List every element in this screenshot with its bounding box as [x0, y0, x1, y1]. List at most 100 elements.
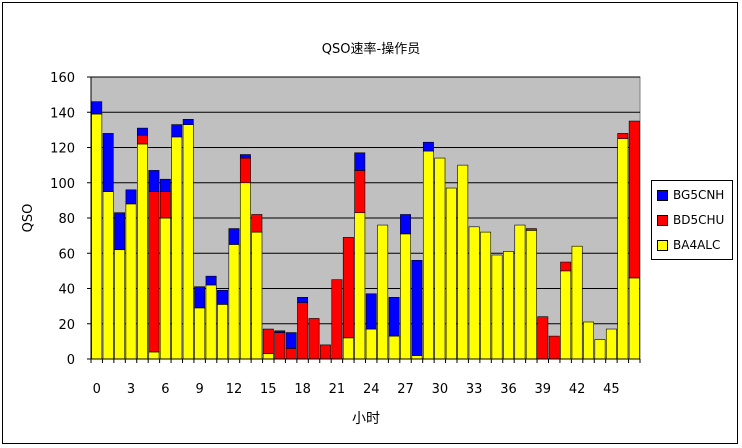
bar-segment [434, 157, 446, 360]
x-tick-label: 18 [294, 382, 311, 397]
bar-segment [228, 228, 240, 245]
bar-segment [137, 127, 148, 136]
bar-segment [308, 318, 320, 360]
x-tick-label: 39 [535, 382, 552, 397]
bar-segment [422, 150, 434, 360]
bar-segment [274, 330, 286, 333]
bar-segment [480, 231, 492, 360]
legend-swatch-ba4alc [657, 239, 668, 251]
bar-segment [159, 191, 171, 219]
bar-segment [217, 304, 228, 360]
x-tick-label: 30 [432, 382, 449, 397]
bars [91, 101, 640, 360]
bar-segment [354, 152, 366, 171]
bar-segment [297, 297, 309, 303]
bar-segment [125, 203, 137, 360]
bar-segment [411, 355, 423, 360]
bar-segment [251, 231, 263, 360]
bar-segment [137, 143, 148, 360]
bar-segment [331, 279, 343, 360]
bar-segment [354, 212, 366, 360]
bar-segment [583, 321, 594, 360]
bar-segment [400, 214, 411, 235]
bar-segment [251, 214, 263, 233]
bar-segment [525, 228, 537, 231]
legend-item-bg5cnh: BG5CNH [657, 187, 724, 203]
x-tick-label: 24 [363, 382, 380, 397]
y-tick-label: 80 [58, 212, 75, 227]
legend-item-bd5chu: BD5CHU [657, 212, 724, 228]
bar-segment [148, 191, 160, 353]
bar-segment [262, 353, 274, 360]
bar-segment [617, 133, 629, 139]
y-tick-label: 120 [50, 142, 75, 157]
bar-segment [114, 249, 126, 360]
bar-segment [377, 224, 389, 360]
y-axis-label: QSO [21, 204, 36, 233]
bar-segment [182, 119, 194, 125]
bar-segment [148, 170, 160, 192]
bar-segment [411, 259, 423, 356]
bar-segment [628, 120, 640, 279]
bar-segment [297, 302, 309, 360]
legend-swatch-bd5chu [657, 214, 668, 226]
bar-segment [400, 233, 411, 360]
y-axis-ticks: 0 20 40 60 80 100 120 140 160 [50, 71, 91, 368]
bar-segment [468, 226, 480, 360]
y-tick-label: 0 [67, 353, 75, 368]
bar-segment [114, 212, 126, 251]
bar-segment [239, 157, 251, 184]
x-tick-label: 33 [466, 382, 483, 397]
bar-segment [388, 297, 400, 337]
bar-segment [320, 344, 331, 360]
gridlines [91, 76, 640, 325]
bar-segment [365, 328, 377, 360]
bar-segment [171, 136, 183, 360]
bar-segment [285, 348, 297, 360]
legend-label-bd5chu: BD5CHU [673, 213, 725, 227]
bar-segment [102, 191, 114, 360]
x-tick-label: 27 [397, 382, 414, 397]
x-tick-label: 42 [569, 382, 586, 397]
bar-segment [503, 251, 514, 360]
legend: BG5CNH BD5CHU BA4ALC [651, 180, 733, 260]
x-tick-label: 0 [93, 382, 101, 397]
bar-segment [342, 237, 354, 339]
bar-segment [285, 332, 297, 349]
bar-segment [159, 217, 171, 360]
bar-segment [102, 133, 114, 192]
legend-item-ba4alc: BA4ALC [657, 237, 720, 253]
bar-segment [571, 245, 583, 360]
y-tick-label: 100 [50, 177, 75, 192]
bar-segment [228, 244, 240, 360]
bar-segment [171, 124, 183, 138]
bar-segment [159, 178, 171, 192]
x-tick-label: 21 [329, 382, 346, 397]
legend-label-bg5cnh: BG5CNH [673, 188, 725, 202]
bar-segment [239, 154, 251, 159]
legend-swatch-bg5cnh [657, 189, 668, 201]
bar-segment [354, 170, 366, 214]
x-tick-label: 36 [500, 382, 517, 397]
chart-title: QSO速率-操作员 [322, 41, 420, 57]
bar-segment [91, 101, 103, 115]
x-tick-label: 15 [260, 382, 277, 397]
bar-segment [342, 337, 354, 360]
bar-segment [560, 270, 572, 360]
y-tick-label: 40 [58, 283, 75, 298]
bar-segment [548, 335, 560, 360]
x-tick-label: 45 [603, 382, 620, 397]
bar-segment [457, 164, 469, 360]
bar-segment [491, 254, 503, 360]
bar-segment [445, 187, 457, 360]
bar-segment [537, 316, 549, 360]
y-tick-label: 60 [58, 247, 75, 262]
bar-segment [628, 277, 640, 360]
bar-segment [148, 351, 160, 360]
bar-segment [194, 307, 206, 360]
y-tick-label: 140 [50, 106, 75, 121]
bar-segment [182, 124, 194, 360]
x-axis-label: 小时 [352, 411, 380, 427]
bar-segment [262, 328, 274, 355]
bar-segment [205, 284, 217, 360]
